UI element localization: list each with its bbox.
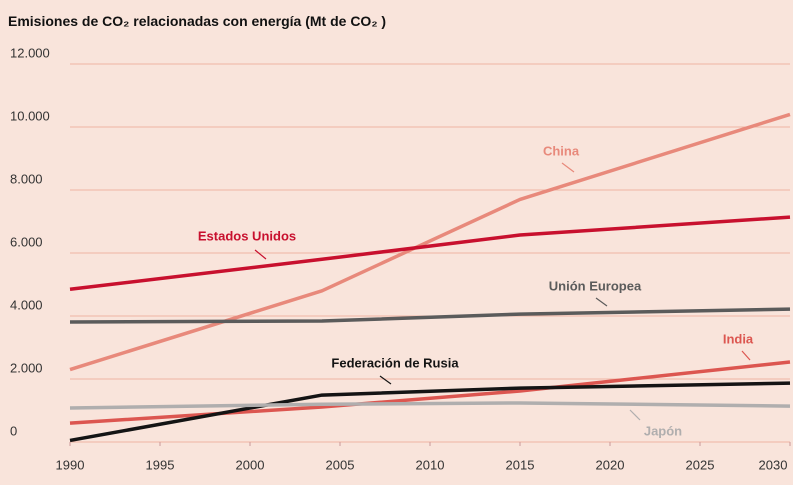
label-leader	[741, 350, 751, 361]
chart-title: Emisiones de CO₂ relacionadas con energí…	[8, 13, 386, 29]
y-tick-label: 4.000	[10, 297, 43, 312]
series-line	[69, 307, 791, 324]
series-line	[69, 215, 791, 291]
series-label: Federación de Rusia	[331, 355, 459, 370]
x-tick-label: 2000	[236, 457, 265, 472]
series-line	[69, 360, 791, 425]
label-leader	[561, 162, 575, 173]
y-tick-label: 6.000	[10, 234, 43, 249]
series-label: India	[723, 331, 754, 346]
label-leader	[379, 375, 392, 385]
x-tick-label: 2010	[416, 457, 445, 472]
label-leader	[254, 249, 267, 260]
x-tick-label: 2025	[686, 457, 715, 472]
y-tick-label: 12.000	[10, 45, 50, 60]
label-leader	[629, 409, 641, 421]
x-tick-label: 2020	[596, 457, 625, 472]
x-tick-label: 2005	[326, 457, 355, 472]
x-tick-label: 1990	[56, 457, 85, 472]
label-leader	[595, 297, 608, 307]
y-tick-label: 8.000	[10, 171, 43, 186]
series-label: China	[543, 143, 580, 158]
series-line	[69, 112, 791, 372]
series-label: Japón	[644, 423, 682, 438]
x-tick-label: 2015	[506, 457, 535, 472]
series-label: Estados Unidos	[198, 228, 296, 243]
x-tick-label: 1995	[146, 457, 175, 472]
y-tick-label: 0	[10, 423, 17, 438]
series-line	[69, 381, 791, 443]
y-tick-label: 2.000	[10, 360, 43, 375]
series-line	[69, 401, 791, 410]
series-label: Unión Europea	[549, 278, 642, 293]
y-tick-label: 10.000	[10, 108, 50, 123]
x-tick-label: 2030	[759, 457, 788, 472]
